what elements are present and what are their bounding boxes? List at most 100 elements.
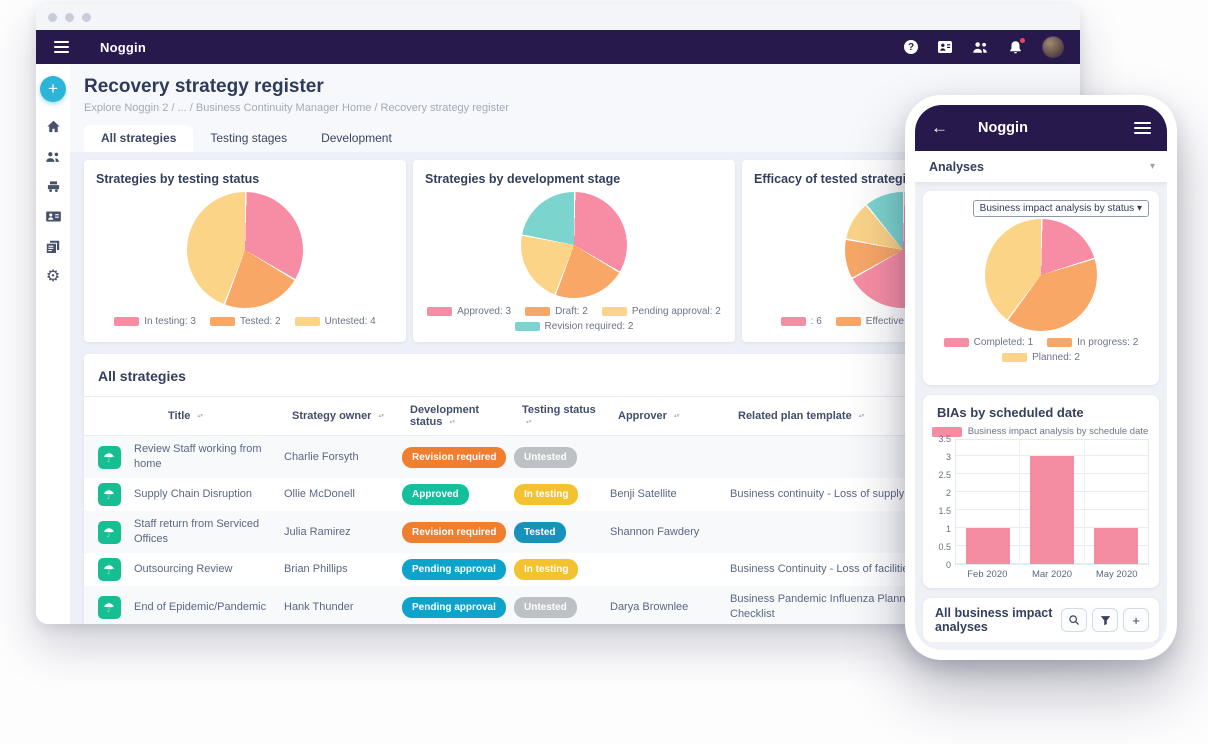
bar-mar-2020[interactable]: [1029, 456, 1074, 564]
status-badge: Revision required: [402, 446, 507, 468]
notifications-bell-icon[interactable]: [1008, 37, 1025, 55]
breadcrumb[interactable]: Explore Noggin 2 / ... / Business Contin…: [84, 102, 509, 114]
column-header-development-status[interactable]: Development status ▴▾: [402, 396, 514, 436]
status-badge: Approved: [402, 484, 469, 505]
y-axis-tick: 0.5: [938, 542, 951, 552]
phone-menu-hamburger-icon[interactable]: [1134, 122, 1151, 134]
legend-item[interactable]: Untested: 4: [294, 316, 376, 327]
filter-button[interactable]: [1092, 608, 1118, 632]
table-row[interactable]: ☂ End of Epidemic/Pandemic Hank Thunder Pen…: [84, 586, 1064, 624]
settings-gear-icon[interactable]: ⚙: [45, 267, 61, 285]
legend-item[interactable]: Pending approval: 2: [601, 306, 721, 317]
legend-item[interactable]: Approved: 3: [427, 306, 511, 317]
legend-label: In testing: 3: [144, 316, 196, 327]
legend-swatch: [427, 307, 453, 316]
bar-may-2020[interactable]: [1094, 528, 1139, 564]
related-plan-template: Business continuity - Loss of supply cha…: [730, 488, 934, 500]
status-badge: Revision required: [402, 521, 507, 543]
people-icon[interactable]: [972, 41, 989, 54]
teams-icon[interactable]: [45, 148, 62, 165]
tab-all-strategies[interactable]: All strategies: [84, 125, 194, 152]
brand-title: Noggin: [100, 39, 146, 55]
strategy-title[interactable]: Review Staff working from home: [134, 443, 262, 470]
testing-status: In testing: [514, 478, 610, 511]
development-status: Pending approval: [402, 553, 514, 586]
window-control-dot[interactable]: [82, 12, 91, 22]
legend-item[interactable]: In progress: 2: [1047, 337, 1138, 348]
strategy-title[interactable]: Staff return from Serviced Offices: [134, 518, 260, 545]
bar-slot: [1020, 440, 1085, 564]
bar-plot-area: [955, 439, 1149, 565]
legend-swatch: [525, 307, 551, 316]
pie-chart-development-stage: [521, 192, 627, 298]
legend-swatch: [294, 317, 320, 326]
analyses-dropdown[interactable]: Analyses ▾: [915, 151, 1167, 182]
legend-swatch: [1047, 338, 1073, 347]
list-card-title: All business impact analyses: [935, 606, 1053, 634]
user-avatar[interactable]: [1042, 36, 1064, 58]
legend-item[interactable]: Revision required: 2: [514, 321, 633, 332]
help-icon[interactable]: ?: [904, 40, 918, 54]
search-button[interactable]: [1061, 608, 1087, 632]
table-row[interactable]: ☂ Review Staff working from home Charlie F…: [84, 435, 1064, 478]
chart-select[interactable]: Business impact analysis by status ▾: [972, 200, 1149, 217]
add-button[interactable]: +: [1123, 608, 1149, 632]
back-arrow-icon[interactable]: ←: [931, 118, 948, 137]
menu-hamburger-icon[interactable]: [54, 41, 69, 53]
vehicle-icon[interactable]: [45, 178, 62, 195]
documents-stack-icon[interactable]: [45, 238, 62, 255]
strategy-title[interactable]: Supply Chain Disruption: [134, 488, 253, 500]
tab-development[interactable]: Development: [321, 131, 392, 145]
home-icon[interactable]: [45, 118, 62, 135]
legend-item[interactable]: Completed: 1: [943, 337, 1033, 348]
phone-brand-title: Noggin: [978, 120, 1028, 136]
bar-chart: 3.5 3 2.5 2 1.5 1 0.5 0: [931, 434, 1149, 570]
x-axis-label: Feb 2020: [967, 569, 1008, 580]
contacts-card-icon[interactable]: [937, 40, 953, 54]
window-control-dot[interactable]: [48, 12, 57, 22]
legend-item[interactable]: Tested: 2: [209, 316, 281, 327]
id-card-icon[interactable]: [45, 208, 62, 225]
table-row[interactable]: ☂ Outsourcing Review Brian Phillips Pending…: [84, 553, 1064, 586]
column-header-approver[interactable]: Approver ▴▾: [610, 396, 730, 436]
sort-icon: ▴▾: [449, 418, 455, 425]
legend-item[interactable]: In testing: 3: [114, 316, 196, 327]
chevron-down-icon: ▾: [1149, 161, 1155, 172]
legend-label: : 6: [810, 316, 822, 327]
strategy-owner: Charlie Forsyth: [284, 450, 359, 463]
legend-label: Planned: 2: [1032, 352, 1080, 363]
legend-item[interactable]: Effective: 1: [835, 316, 915, 327]
window-control-dot[interactable]: [65, 12, 74, 22]
bar-feb-2020[interactable]: [965, 528, 1010, 564]
strategies-table: Title ▴▾ Strategy owner ▴▾ Development sta…: [84, 396, 1064, 624]
tab-testing-stages[interactable]: Testing stages: [210, 131, 288, 145]
add-new-button[interactable]: +: [40, 76, 66, 102]
pie-legend: Approved: 3 Draft: 2 Pending approval: 2 Re…: [425, 306, 723, 332]
card-strategies-by-testing-status: Strategies by testing status In testing:…: [84, 160, 406, 342]
sort-icon: ▴▾: [197, 412, 204, 419]
table-row[interactable]: ☂ Supply Chain Disruption Ollie McDonell Ap…: [84, 478, 1064, 511]
strategy-title[interactable]: End of Epidemic/Pandemic: [134, 600, 267, 613]
strategy-umbrella-icon: ☂: [97, 520, 121, 544]
phone-screen: ← Noggin Analyses ▾ Business impact anal…: [915, 105, 1167, 650]
development-status: Approved: [402, 478, 514, 511]
legend-item[interactable]: : 6: [780, 316, 822, 327]
table-section-title: All strategies: [98, 368, 186, 384]
column-header-title[interactable]: Title ▴▾: [134, 396, 284, 436]
analyses-label: Analyses: [929, 159, 984, 174]
page-title: Recovery strategy register: [84, 76, 324, 97]
legend-item[interactable]: Planned: 2: [1002, 352, 1080, 363]
table-row[interactable]: ☂ Staff return from Serviced Offices Julia…: [84, 511, 1064, 553]
legend-item[interactable]: Draft: 2: [525, 306, 588, 317]
status-badge: Tested: [514, 521, 566, 543]
legend-swatch: [601, 307, 627, 316]
sort-icon: ▴▾: [378, 412, 385, 419]
column-header-strategy-owner[interactable]: Strategy owner ▴▾: [284, 396, 402, 436]
bar-slot: [956, 440, 1021, 564]
approver: Darya Brownlee: [610, 600, 689, 613]
column-header-testing-status[interactable]: Testing status ▴▾: [514, 396, 610, 436]
strategy-title[interactable]: Outsourcing Review: [134, 563, 233, 575]
legend-swatch: [209, 317, 235, 326]
sort-icon: ▴▾: [858, 412, 865, 419]
bar-slot: [1085, 440, 1148, 564]
